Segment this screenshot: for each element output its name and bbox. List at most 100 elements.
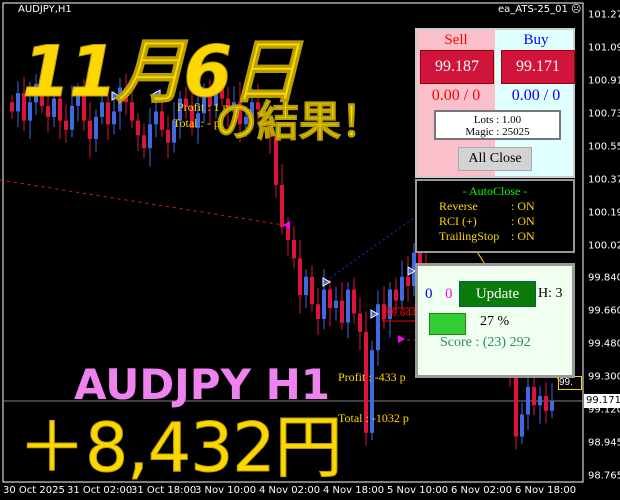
candle-body [28,102,32,121]
autoclose-row: Reverse : ON [417,199,573,214]
candle-body [82,93,86,121]
line-price-tag: 99. [558,376,582,390]
overlay-pair-label: AUDJPY H1 [74,360,330,409]
lots-magic-box: Lots : 1.00 Magic : 25025 [434,110,561,140]
candle-body [268,120,272,136]
buy-button[interactable]: 99.171 [501,50,575,84]
price-tick-label: 100.735 [588,108,620,120]
red-trend-line [0,179,291,227]
candle-body [112,111,116,125]
candle-body [526,386,530,415]
price-tick-label: 101.275 [588,9,620,21]
sell-count: 0 [445,286,453,302]
price-tick-label: 98.945 [588,437,620,449]
candle-body [178,98,182,121]
chart-symbol-title: AUDJPY,H1 [18,4,72,15]
price-tick-label: 100.555 [588,141,620,153]
autoclose-row-value: : ON [511,199,535,213]
sell-button[interactable]: 99.187 [420,50,494,84]
time-tick-label: 4 Nov 18:00 [323,485,385,496]
candle-body [238,102,242,125]
overlay-result-suffix: の結果！ [214,97,384,147]
candle-body [136,120,140,136]
candle-body [394,289,398,301]
sell-arrow-icon [398,335,405,343]
candles [10,65,554,450]
price-tick-label: 100.915 [588,75,620,87]
price-tick-label: 100.195 [588,207,620,219]
candle-body [316,304,320,319]
candle-body [418,252,422,268]
candle-body [100,102,104,117]
price-tick-label: 98.765 [588,470,620,482]
autoclose-row: RCI (+): ON [417,214,573,229]
update-button[interactable]: Update [459,281,536,307]
candle-body [172,120,176,143]
time-tick-label: 5 Nov 10:00 [387,485,449,496]
time-tick-label: 31 Oct 18:00 [131,485,197,496]
candle-body [22,93,26,121]
candle-body [154,111,158,125]
h-value: H: 3 [538,286,563,301]
total-label-top: Total : - p [173,116,220,130]
autoclose-row-name: RCI (+) [439,214,477,228]
candle-body [184,98,188,106]
candle-body [52,98,56,117]
candle-body [376,304,380,351]
candle-body [352,289,356,314]
buy-arrow-icon [322,277,332,287]
blue-trend-line [329,214,419,279]
candle-body [274,135,278,185]
candle-body [166,129,170,143]
candle-body [10,102,14,112]
candle-body [250,102,254,117]
candle-body [538,396,542,406]
profit-label-bottom: Profit : -433 p [338,370,406,384]
candle-body [340,300,344,323]
autoclose-panel: - AutoClose - Reverse: ON RCI (+): ON Trai… [415,179,575,253]
buy-count: 0 [425,286,433,302]
candle-body [244,116,248,125]
buy-arrow-icon [370,309,380,319]
candle-body [412,252,416,286]
candle-body [400,276,404,301]
candle-body [16,93,20,112]
candle-body [70,105,74,130]
candle-body [40,83,44,106]
progress-label: 27 % [480,314,510,329]
sell-label: Sell [444,32,468,48]
all-close-button[interactable]: All Close [458,147,532,171]
candle-body [514,368,518,437]
current-price-label: 99.171 [584,394,620,408]
candle-body [322,289,326,319]
autoclose-row-name: Reverse [439,199,478,213]
price-tick-label: 99.840 [588,272,620,284]
candle-body [148,124,152,149]
price-line-label: 99.644 [386,308,417,319]
time-tick-label: 30 Oct 2025 [3,485,65,496]
chart-border [2,2,584,483]
candle-body [334,300,338,308]
time-tick-label: 6 Nov 18:00 [515,485,577,496]
candle-body [310,276,314,305]
price-tick-label: 100.375 [588,174,620,186]
candle-body [124,87,128,103]
trade-panel: Sell Buy 99.187 99.171 0.00 / 0 0.00 / 0… [415,28,575,178]
progress-bar [429,313,467,335]
candle-body [64,120,68,130]
autoclose-row: TrailingStop: ON [417,229,573,244]
candle-body [94,116,98,139]
candle-body [544,396,548,411]
price-tick-label: 100.020 [588,240,620,251]
lots-value: Lots : 1.00 [473,114,522,126]
status-panel: 0 0 Update H: 3 27 % Score : (23) 292 [415,263,575,378]
time-tick-label: 31 Oct 02:00 [67,485,133,496]
autoclose-row-name: TrailingStop [439,229,500,243]
total-label-bottom: Total : -1032 p [338,411,409,425]
sad-face-icon: ☹ [571,4,582,15]
candle-body [298,258,302,296]
candle-body [292,239,296,259]
candle-body [364,331,368,433]
price-tick-label: 99.120 [588,404,620,416]
overlay-date-title: 11月6日 [21,31,300,114]
